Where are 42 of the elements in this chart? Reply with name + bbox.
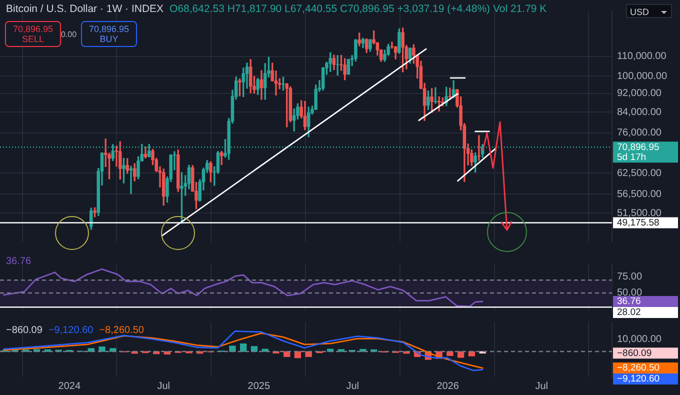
text: −8,260.50 bbox=[617, 362, 660, 374]
y-tick-label: 92,000.00 bbox=[617, 88, 662, 100]
annotation: 36.76 bbox=[6, 256, 32, 267]
annotation: 0.00 bbox=[61, 30, 77, 39]
y-tick-label: 110,000.00 bbox=[617, 51, 667, 62]
x-tick-label: Jul bbox=[535, 380, 548, 392]
candlestick bbox=[477, 135, 481, 161]
ref-line-label: 28.02 bbox=[617, 307, 641, 318]
candlestick bbox=[434, 87, 438, 104]
chart-subtitle: O68,642.53 H71,817.90 L67,440.55 C70,896.95 +3,037.19 (+4.48%) Vol 21.79 K bbox=[170, 3, 547, 15]
annotation: −8,260.50 bbox=[99, 325, 144, 336]
text: 36.76 bbox=[617, 296, 641, 308]
y-tick-label: 100,000.00 bbox=[617, 70, 668, 82]
text: USD bbox=[626, 4, 672, 18]
annotation: −860.09 bbox=[6, 325, 42, 336]
bar bbox=[284, 351, 290, 357]
y-tick-label: 56,500.00 bbox=[617, 188, 662, 200]
x-tick-label: 2026 bbox=[436, 380, 460, 392]
text: 10,000.00 bbox=[617, 334, 662, 345]
ref-line-label: 49,175.58 bbox=[617, 217, 660, 228]
ref-line-label: 70,896.95 5d 17h bbox=[617, 142, 660, 163]
annotation: 70,896.95 BUY bbox=[81, 21, 137, 47]
bar bbox=[305, 351, 312, 357]
y-tick-label: 75.00 bbox=[617, 272, 642, 283]
y-tick-label: 51,500.00 bbox=[617, 208, 662, 219]
annotation: −9,120.60 bbox=[48, 325, 94, 336]
bar bbox=[240, 343, 247, 352]
x-tick-label: Jul bbox=[346, 380, 359, 392]
x-tick-label: 2024 bbox=[58, 380, 81, 392]
chart-title: Bitcoin / U.S. Dollar · 1W · INDEX bbox=[6, 3, 164, 15]
bar bbox=[457, 351, 464, 358]
y-tick-label: 62,500.00 bbox=[617, 168, 662, 179]
y-tick-label: 76,000.00 bbox=[617, 128, 662, 139]
text: −860.09 bbox=[617, 348, 652, 359]
y-tick-label: 50.00 bbox=[617, 288, 642, 299]
bar bbox=[229, 346, 236, 352]
annotation: 70,896.95 SELL bbox=[5, 21, 61, 47]
y-tick-label: 84,000.00 bbox=[617, 106, 662, 118]
x-tick-label: Jul bbox=[157, 380, 170, 392]
bar bbox=[294, 351, 302, 358]
text: −9,120.60 bbox=[617, 374, 660, 385]
x-tick-label: 2025 bbox=[248, 380, 270, 392]
